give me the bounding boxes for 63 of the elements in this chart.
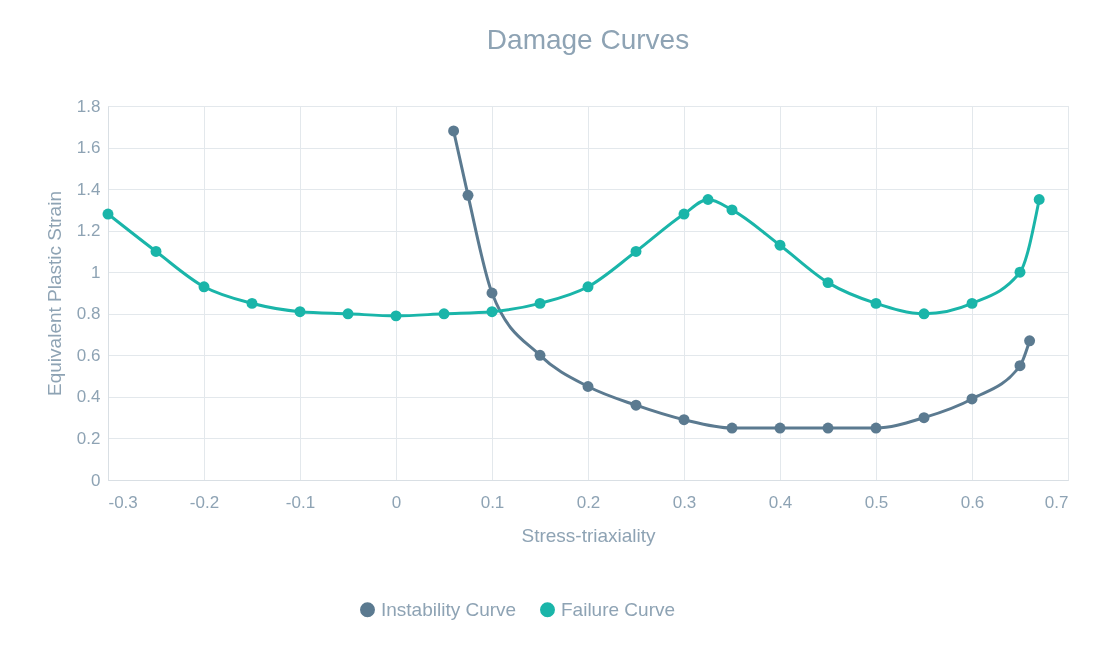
x-axis-title: Stress-triaxiality <box>521 524 657 546</box>
point <box>294 306 306 318</box>
point <box>448 125 460 137</box>
point <box>702 194 714 205</box>
y-axis-title: Equivalent Plastic Strain <box>43 191 65 396</box>
x-tick-label: 0.3 <box>672 492 697 512</box>
point <box>198 281 210 293</box>
point <box>918 308 930 320</box>
point <box>630 245 642 257</box>
point <box>726 204 738 216</box>
point <box>1014 360 1026 372</box>
x-tick-label: 0 <box>391 492 402 512</box>
point <box>870 297 882 309</box>
point <box>630 399 642 411</box>
y-tick-label: 1 <box>91 262 101 282</box>
legend-label: Instability Curve <box>381 598 517 620</box>
point <box>918 412 930 424</box>
point <box>1024 335 1036 347</box>
point <box>150 245 162 257</box>
point <box>822 422 834 434</box>
point <box>726 422 738 434</box>
x-tick-label: 0.4 <box>768 492 793 512</box>
point <box>534 297 546 309</box>
point <box>774 239 786 251</box>
y-tick-label: 1.4 <box>76 179 101 199</box>
point <box>1033 194 1045 205</box>
point <box>678 414 690 426</box>
y-tick-label: 0 <box>91 470 101 490</box>
point <box>462 189 474 201</box>
point <box>534 349 546 361</box>
point <box>582 381 594 392</box>
point <box>966 393 978 405</box>
x-tick-label: 0.6 <box>960 492 985 512</box>
x-tick-label: 0.1 <box>480 492 505 512</box>
x-tick-label: -0.3 <box>108 492 138 512</box>
point <box>1014 266 1026 278</box>
point <box>678 208 690 220</box>
y-tick-label: 0.6 <box>76 345 101 365</box>
point <box>486 287 498 299</box>
x-tick-label: -0.2 <box>189 492 220 512</box>
y-tick-label: 0.2 <box>76 428 101 448</box>
point <box>870 422 882 434</box>
y-tick-label: 1.2 <box>76 221 101 241</box>
y-tick-label: 1.6 <box>76 138 101 158</box>
y-tick-label: 0.4 <box>76 387 101 407</box>
point <box>102 208 114 220</box>
point <box>438 308 450 320</box>
point <box>966 297 978 309</box>
x-tick-label: 0.7 <box>1044 492 1069 512</box>
y-tick-label: 0.8 <box>76 304 101 324</box>
point <box>486 306 498 318</box>
point <box>774 422 786 434</box>
point <box>342 308 354 320</box>
y-tick-label: 1.8 <box>76 96 101 116</box>
x-tick-label: 0.2 <box>576 492 601 512</box>
point <box>822 277 834 289</box>
x-tick-label: -0.1 <box>285 492 316 512</box>
point <box>246 297 258 309</box>
point <box>582 281 594 293</box>
legend-label: Failure Curve <box>561 598 676 620</box>
chart-title: Damage Curves <box>486 24 690 55</box>
point <box>390 310 402 322</box>
x-tick-label: 0.5 <box>864 492 889 512</box>
